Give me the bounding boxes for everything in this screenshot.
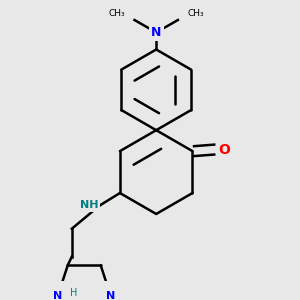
Text: N: N xyxy=(53,291,62,300)
Text: H: H xyxy=(70,288,77,298)
Text: CH₃: CH₃ xyxy=(187,8,204,17)
Text: O: O xyxy=(218,142,230,157)
Text: N: N xyxy=(151,26,161,39)
Text: NH: NH xyxy=(80,200,98,210)
Text: N: N xyxy=(106,291,116,300)
Text: CH₃: CH₃ xyxy=(109,8,125,17)
